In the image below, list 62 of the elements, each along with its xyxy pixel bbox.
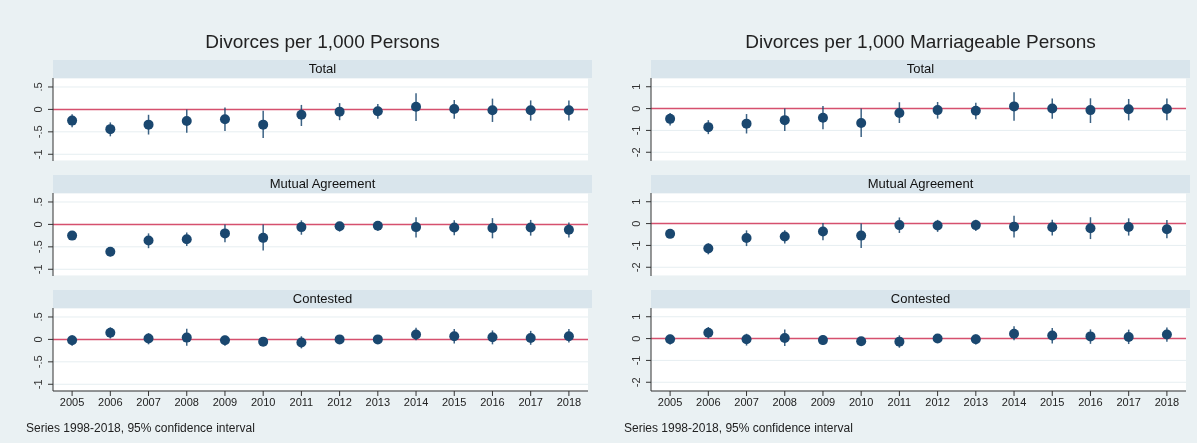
chart-subtitle: Contested [53,290,592,308]
x-tick-label: 2015 [442,395,467,408]
x-tick-label: 2017 [1116,395,1141,408]
y-tick-label: 0 [630,220,642,227]
y-tick-label: -.5 [32,240,44,254]
y-tick-label: 0 [32,221,44,228]
x-tick-label: 2011 [289,395,314,408]
x-tick-label: 2016 [480,395,505,408]
chart-title: Divorces per 1,000 Marriageable Persons [744,30,1097,54]
x-tick-label: 2013 [963,395,989,408]
x-tick-label: 2009 [212,395,238,408]
y-tick-label: -1 [630,125,642,136]
x-tick-label: 2006 [98,395,123,408]
x-tick-label: 2012 [925,395,950,408]
y-tick-label: 0 [630,335,642,342]
y-tick-label: .5 [32,312,44,322]
y-tick-label: -.5 [32,355,44,369]
x-tick-label: 2018 [1154,395,1180,408]
text: Series 1998-2018, 95% confidence interval [624,421,854,435]
y-tick-label: .5 [32,82,44,92]
y-tick-label: 1 [630,198,642,205]
chart-subtitle: Total [53,60,592,78]
x-tick-label: 2016 [1078,395,1103,408]
x-tick-label: 2008 [772,395,797,408]
x-tick-label: 2007 [734,395,759,408]
x-tick-label: 2010 [250,395,276,408]
y-tick-label: 1 [630,83,642,90]
y-tick-label: 0 [32,336,44,343]
y-tick-label: -2 [630,262,642,273]
x-tick-label: 2005 [59,395,85,408]
x-tick-label: 2014 [403,395,429,408]
y-tick-label: 1 [630,313,642,320]
x-tick-label: 2010 [848,395,874,408]
x-tick-label: 2008 [174,395,199,408]
y-tick-label: .5 [32,197,44,207]
x-tick-label: 2009 [810,395,836,408]
y-tick-label: 0 [630,105,642,112]
x-tick-label: 2014 [1001,395,1027,408]
x-tick-label: 2005 [657,395,683,408]
x-tick-label: 2015 [1040,395,1065,408]
y-tick-label: -1 [630,355,642,366]
y-tick-label: -1 [630,240,642,251]
y-tick-label: -1 [32,379,44,390]
chart-subtitle: Mutual Agreement [651,175,1190,193]
x-tick-label: 2012 [327,395,352,408]
chart-title: Divorces per 1,000 Persons [204,30,441,54]
x-tick-label: 2018 [556,395,582,408]
y-tick-label: 0 [32,106,44,113]
chart-subtitle: Total [651,60,1190,78]
x-tick-label: 2006 [696,395,721,408]
y-tick-label: -2 [630,147,642,158]
y-tick-label: -1 [32,264,44,275]
chart-subtitle: Mutual Agreement [53,175,592,193]
chart-subtitle: Contested [651,290,1190,308]
y-tick-label: -.5 [32,125,44,139]
x-tick-label: 2011 [887,395,912,408]
x-tick-label: 2007 [136,395,161,408]
text: Series 1998-2018, 95% confidence interval [26,421,256,435]
x-tick-label: 2017 [518,395,543,408]
x-tick-label: 2013 [365,395,391,408]
y-tick-label: -2 [630,377,642,388]
y-tick-label: -1 [32,149,44,160]
